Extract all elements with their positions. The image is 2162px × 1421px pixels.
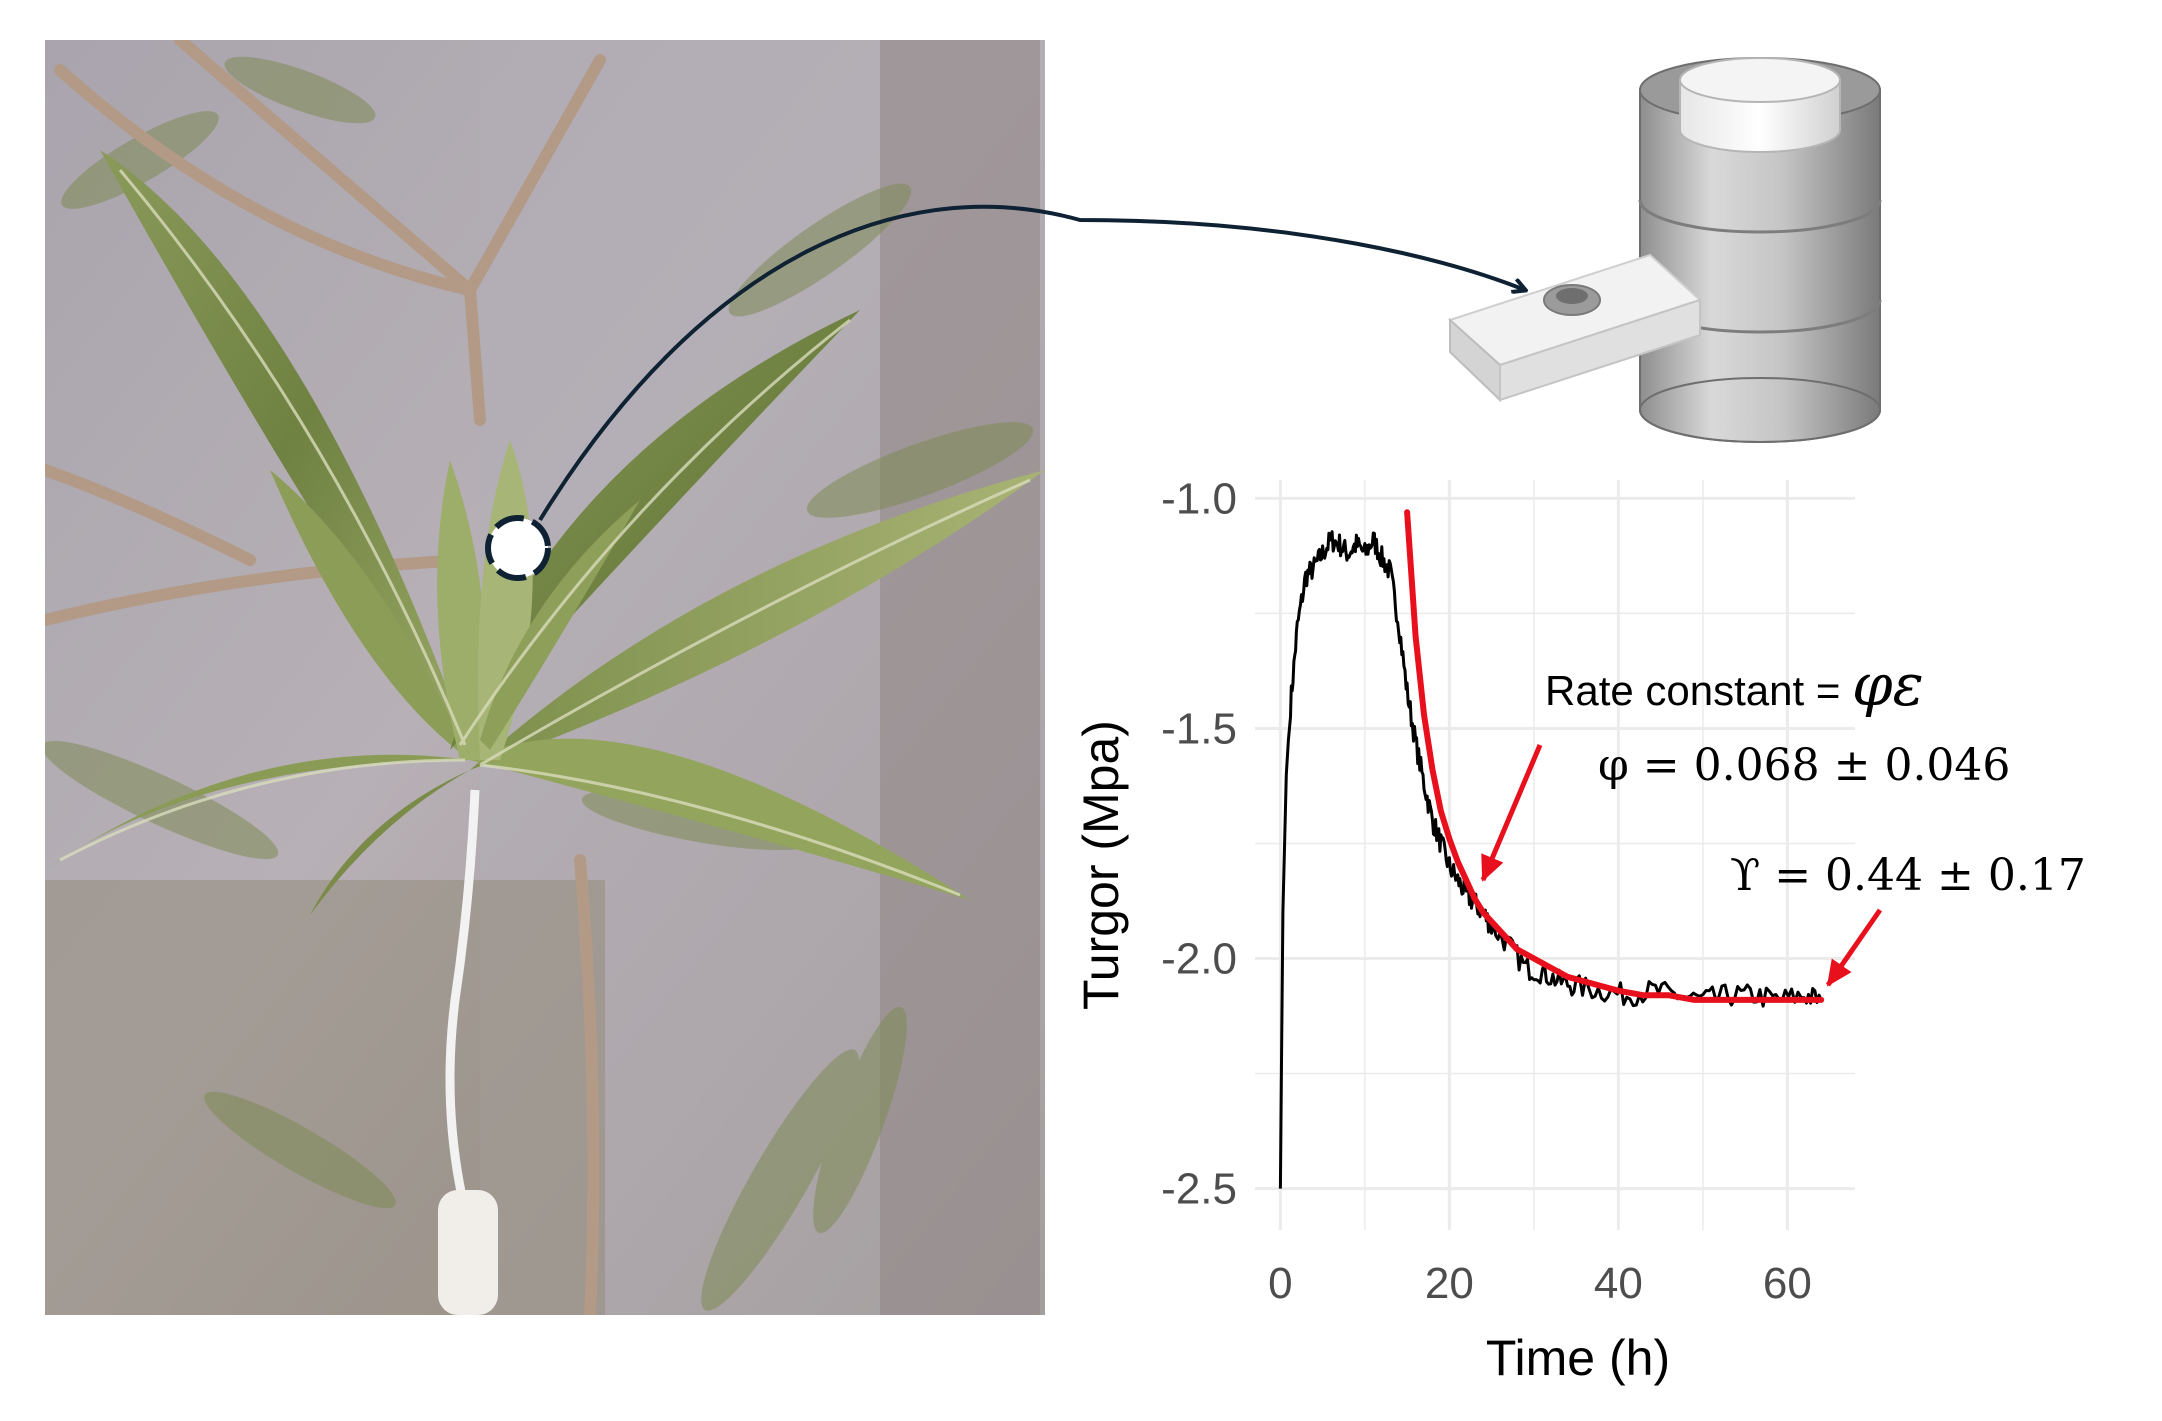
measured-turgor-line [1278, 530, 1823, 1189]
x-axis-label: Time (h) [1486, 1330, 1670, 1386]
rate-constant-label: Rate constant = [1545, 667, 1852, 714]
x-tick-label: 60 [1763, 1259, 1812, 1308]
olive-leaf-photo [45, 40, 1045, 1315]
rate-constant-annotation: Rate constant = φε [1545, 651, 1924, 719]
phi-annotation: φ = 0.068 ± 0.046 [1598, 740, 2010, 791]
chart-series [1278, 509, 1825, 1189]
rate-constant-symbol: φε [1852, 651, 1924, 719]
upsilon-annotation: ϒ = 0.44 ± 0.17 [1730, 850, 2086, 901]
turgor-chart: 0 20 40 60 -1.0 -1.5 -2.0 -2.5 Time (h) Turgor … [1073, 474, 2086, 1386]
x-tick-label: 0 [1268, 1259, 1292, 1308]
curved-arrow-icon [538, 204, 1525, 522]
y-tick-label: -1.5 [1161, 704, 1237, 753]
x-tick-label: 40 [1594, 1259, 1643, 1308]
y-tick-label: -2.0 [1161, 935, 1237, 984]
x-tick-label: 20 [1425, 1259, 1474, 1308]
fitted-decay-line [1404, 509, 1825, 1003]
upsilon-pointer-arrow [1825, 908, 1883, 987]
y-tick-label: -1.0 [1161, 474, 1237, 523]
pressure-probe-icon [1448, 57, 1882, 443]
sample-spot-icon [485, 515, 551, 581]
y-tick-label: -2.5 [1161, 1165, 1237, 1214]
y-axis-label: Turgor (Mpa) [1073, 720, 1129, 1010]
phi-pointer-arrow [1480, 744, 1543, 882]
chart-ticks: 0 20 40 60 -1.0 -1.5 -2.0 -2.5 [1161, 474, 1812, 1308]
